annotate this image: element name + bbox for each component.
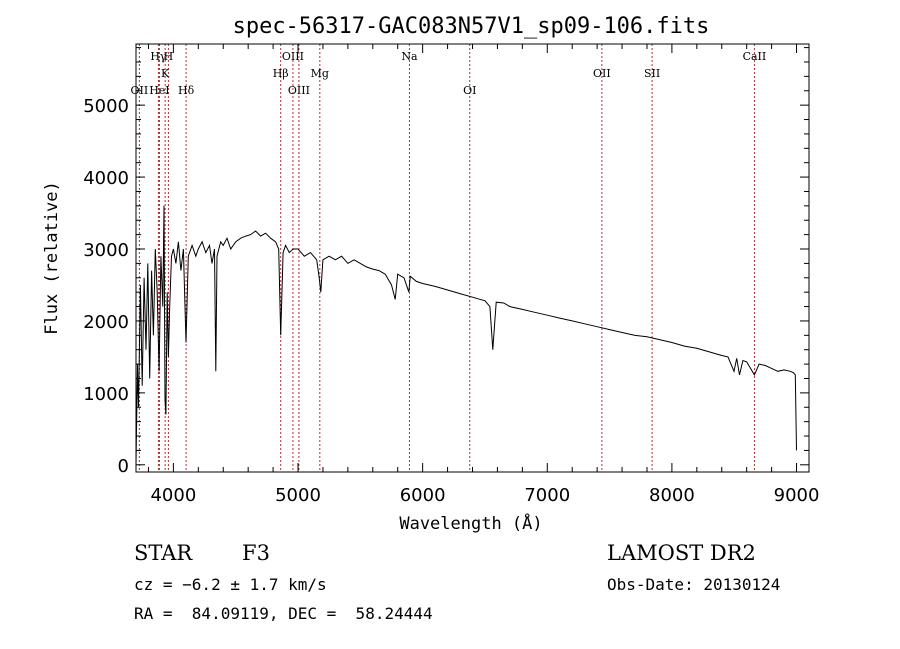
axes-ticks: 4000 5000 6000 7000 8000 9000 0 1000 2000 3000 400… xyxy=(83,44,819,506)
spectral-line-label: Mg xyxy=(311,67,329,80)
spectrum-series-line xyxy=(135,205,797,465)
plot-area xyxy=(135,205,797,465)
x-tick-label: 7000 xyxy=(524,485,570,506)
y-tick-label: 1000 xyxy=(83,384,129,405)
spectral-line-label: HeI xyxy=(149,84,169,97)
spectral-line-label: Na xyxy=(401,50,418,63)
y-tick-label: 3000 xyxy=(83,240,129,261)
x-tick-label: 4000 xyxy=(150,485,196,506)
spectral-line-label: OIII xyxy=(288,84,310,97)
spectral-line-label: K xyxy=(161,67,170,80)
observation-date: Obs-Date: 20130124 xyxy=(607,575,781,594)
redshift-velocity: cz = −6.2 ± 1.7 km/s xyxy=(134,575,327,594)
spectral-line-label: SII xyxy=(644,67,660,80)
subclass: F3 xyxy=(242,541,270,565)
spectral-line-label: H xyxy=(164,50,174,63)
x-tick-label: 8000 xyxy=(649,485,695,506)
survey-name: LAMOST DR2 xyxy=(607,541,756,565)
spectral-line-label: CaII xyxy=(743,50,767,63)
spectral-line-label: OIII xyxy=(282,50,304,63)
x-tick-label: 6000 xyxy=(400,485,446,506)
spectral-line-label: Hδ xyxy=(178,84,195,97)
x-axis-label: Wavelength (Å) xyxy=(399,512,542,534)
spectral-line-label: OII xyxy=(593,67,611,80)
y-tick-label: 0 xyxy=(118,456,129,477)
x-tick-label: 5000 xyxy=(275,485,321,506)
x-tick-label: 9000 xyxy=(774,485,820,506)
spectral-line-label: OI xyxy=(463,84,476,97)
chart-title: spec-56317-GAC083N57V1_sp09-106.fits xyxy=(233,14,710,39)
spectral-line-label: Hβ xyxy=(273,67,289,80)
y-tick-label: 4000 xyxy=(83,168,129,189)
y-axis-label: Flux (relative) xyxy=(42,181,62,335)
object-type: STAR xyxy=(134,541,193,565)
spectral-line-label: Hγ xyxy=(150,50,167,63)
y-tick-label: 2000 xyxy=(83,312,129,333)
plot-frame xyxy=(135,43,810,473)
coordinates: RA = 84.09119, DEC = 58.24444 xyxy=(134,604,433,623)
y-tick-label: 5000 xyxy=(83,96,129,117)
